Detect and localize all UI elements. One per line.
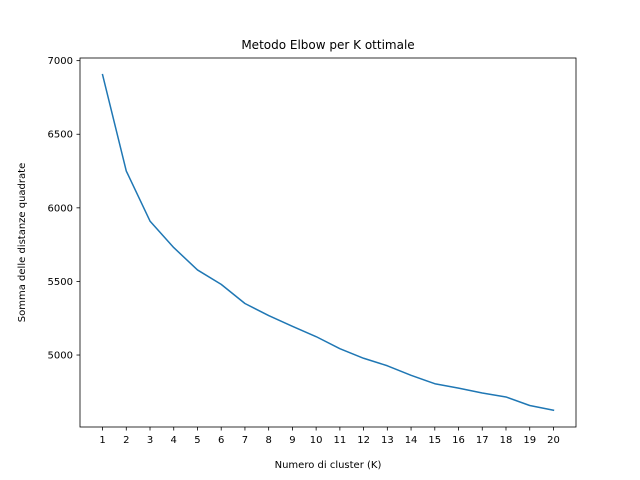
chart-title: Metodo Elbow per K ottimale — [241, 38, 414, 52]
x-tick-label: 6 — [218, 435, 224, 446]
y-tick-label: 5500 — [48, 277, 73, 288]
x-tick-label: 5 — [194, 435, 200, 446]
x-tick-label: 2 — [123, 435, 129, 446]
x-tick-label: 15 — [428, 435, 441, 446]
y-tick-label: 6500 — [48, 130, 73, 141]
x-tick-label: 19 — [523, 435, 536, 446]
plot-frame — [79, 57, 577, 428]
x-tick-label: 18 — [500, 435, 513, 446]
x-axis-title: Numero di cluster (K) — [275, 460, 382, 471]
x-tick-label: 12 — [357, 435, 370, 446]
x-tick-label: 3 — [147, 435, 153, 446]
y-axis-ticks: 5000 5500 6000 6500 7000 — [48, 56, 80, 362]
x-tick-label: 11 — [333, 435, 346, 446]
series-line — [101, 73, 555, 412]
x-tick-label: 4 — [171, 435, 177, 446]
x-tick-label: 20 — [547, 435, 560, 446]
y-tick-label: 5000 — [48, 351, 73, 362]
y-tick-label: 6000 — [48, 203, 73, 214]
x-tick-label: 7 — [242, 435, 248, 446]
x-tick-label: 13 — [381, 435, 394, 446]
y-axis-title: Somma delle distanze quadrate — [17, 163, 28, 322]
x-tick-label: 8 — [265, 435, 271, 446]
x-tick-label: 16 — [452, 435, 465, 446]
x-axis-ticks: 1 2 3 4 5 6 7 8 9 10 11 12 13 14 15 16 17 18 19 20 — [99, 427, 560, 446]
x-tick-label: 10 — [310, 435, 323, 446]
x-tick-label: 17 — [476, 435, 489, 446]
x-tick-label: 1 — [99, 435, 105, 446]
y-tick-label: 7000 — [48, 56, 73, 67]
x-tick-label: 9 — [289, 435, 295, 446]
x-tick-label: 14 — [405, 435, 418, 446]
